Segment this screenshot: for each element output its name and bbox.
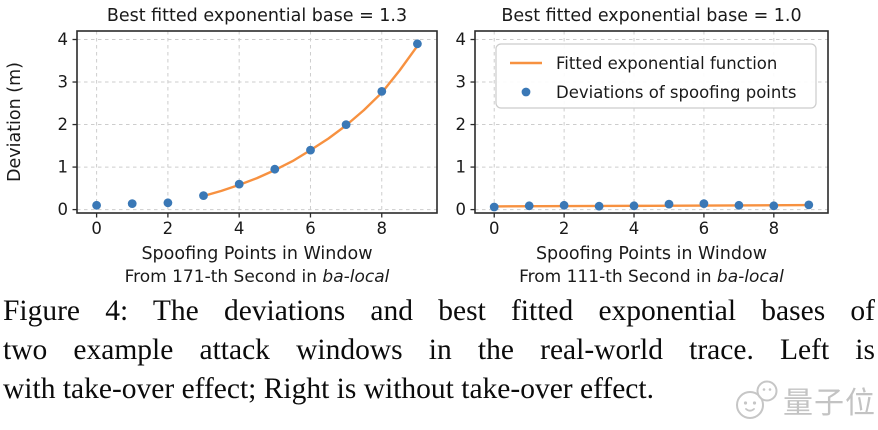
x-tick-label: 2 [559, 219, 570, 238]
data-point [199, 191, 208, 201]
figure-caption: Figure 4: The deviations and best fitted… [3, 292, 875, 409]
y-tick-label: 3 [456, 73, 467, 92]
y-tick-label: 3 [58, 73, 69, 92]
y-tick-label: 1 [456, 158, 467, 177]
data-point [234, 179, 244, 189]
data-point [163, 198, 173, 208]
data-point [306, 145, 315, 155]
y-tick-label: 0 [58, 200, 69, 219]
data-point [127, 199, 137, 209]
x-tick-label: 2 [163, 219, 174, 238]
legend-label-points: Deviations of spoofing points [556, 83, 796, 102]
data-point [413, 39, 422, 49]
watermark-text: 量子位 [783, 386, 876, 421]
x-axis-sublabel: From 171-th Second in ba-local [125, 267, 390, 287]
x-axis-label: Spoofing Points in Window [141, 244, 372, 264]
data-point [559, 200, 569, 210]
data-point [804, 200, 814, 210]
x-tick-label: 4 [234, 219, 245, 238]
x-tick-label: 0 [489, 219, 500, 238]
plot-border [474, 30, 829, 214]
chart-title: Best fitted exponential base = 1.0 [501, 6, 801, 26]
x-tick-label: 4 [629, 219, 640, 238]
y-axis-label: Deviation (m) [5, 62, 25, 182]
data-point [270, 164, 280, 174]
legend-label-fit: Fitted exponential function [556, 54, 777, 73]
y-tick-label: 4 [456, 30, 467, 49]
data-point [629, 201, 639, 211]
legend-box [495, 43, 817, 109]
y-tick-label: 2 [456, 115, 467, 134]
fitted-curve [493, 203, 810, 208]
x-axis-label: Spoofing Points in Window [536, 244, 767, 264]
data-point [664, 199, 674, 209]
data-point [594, 201, 604, 211]
data-point [341, 120, 351, 129]
x-axis-sublabel: From 111-th Second in ba-local [519, 267, 784, 287]
data-point [377, 87, 387, 96]
data-point [734, 200, 744, 210]
plot-border [76, 30, 438, 214]
y-tick-label: 1 [58, 158, 69, 177]
x-tick-label: 8 [769, 219, 780, 238]
x-tick-label: 6 [699, 219, 710, 238]
watermark: 量子位 [733, 378, 876, 422]
left-chart: 0 2 4 6 8 0 1 2 3 4 Best fitted exponential base =… [5, 6, 438, 287]
x-tick-label: 8 [377, 219, 388, 238]
data-point [489, 202, 499, 212]
data-point [524, 201, 534, 211]
caption-line-1: Figure 4: The deviations and best fitted… [3, 295, 875, 327]
data-point [769, 201, 779, 211]
caption-line-3: with take-over effect; Right is without … [3, 373, 654, 405]
x-tick-label: 6 [305, 219, 316, 238]
y-tick-label: 4 [58, 30, 69, 49]
caption-line-2: two example attack windows in the real-w… [3, 334, 875, 366]
chart-title: Best fitted exponential base = 1.3 [107, 6, 407, 26]
legend-dot-sample [521, 87, 531, 97]
data-point [699, 199, 709, 209]
data-point [92, 200, 101, 210]
x-tick-label: 0 [91, 219, 102, 238]
y-tick-label: 0 [456, 200, 467, 219]
y-tick-label: 2 [58, 115, 69, 134]
right-chart: 0 2 4 6 8 0 1 2 3 4 Best fitted exponential base =… [456, 6, 829, 287]
qbitai-logo-icon [736, 380, 778, 419]
